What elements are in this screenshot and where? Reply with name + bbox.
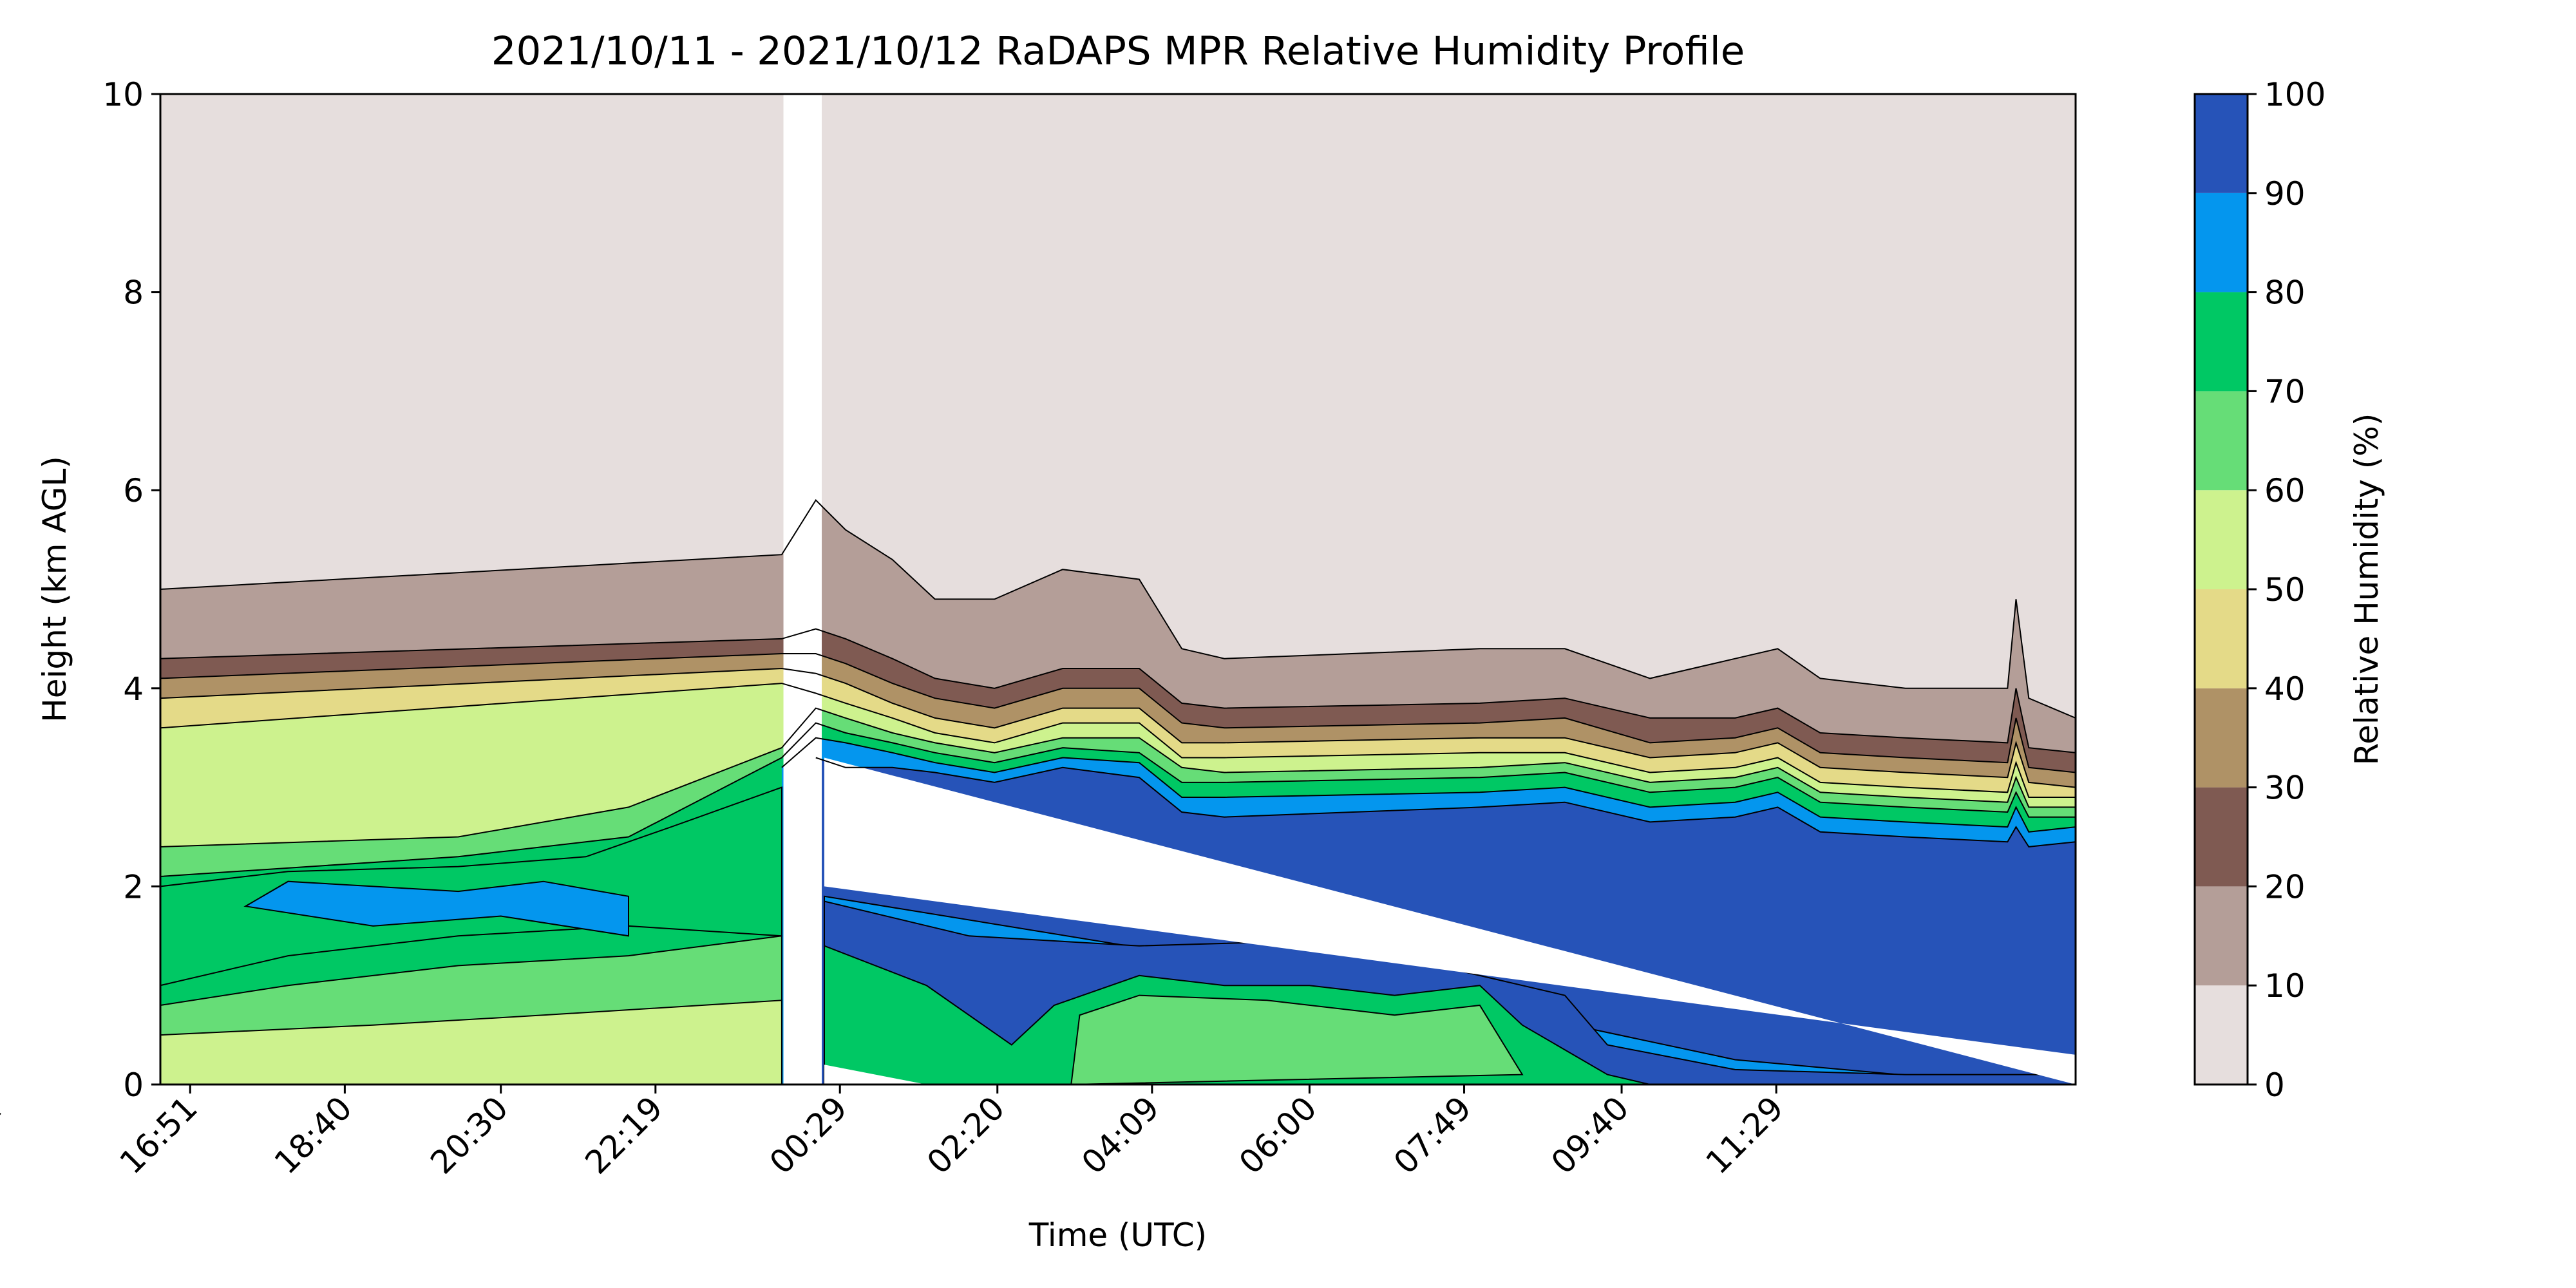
colorbar-swatch bbox=[2195, 886, 2248, 986]
x-tick-label: 09:40 bbox=[1544, 1089, 1636, 1181]
colorbar-swatch bbox=[2195, 787, 2248, 887]
x-tick-label: 20:30 bbox=[423, 1089, 515, 1181]
x-tick-label: 14:34 bbox=[0, 1089, 10, 1181]
x-tick-label: 22:19 bbox=[578, 1089, 670, 1181]
colorbar-swatch bbox=[2195, 490, 2248, 589]
plot-area bbox=[160, 94, 2076, 1084]
colorbar-tick-label: 90 bbox=[2264, 175, 2306, 213]
y-tick-label: 0 bbox=[123, 1066, 144, 1104]
plot-frame bbox=[159, 93, 2077, 1086]
colorbar-label: Relative Humidity (%) bbox=[2348, 413, 2385, 766]
contour-line bbox=[815, 757, 2076, 848]
x-tick-label: 11:29 bbox=[1699, 1089, 1791, 1181]
contour-line bbox=[160, 722, 2076, 877]
contour-line bbox=[160, 499, 2076, 719]
colorbar-tick-label: 30 bbox=[2264, 770, 2306, 807]
contour-line bbox=[160, 653, 2076, 773]
colorbar-swatch bbox=[2195, 292, 2248, 392]
contour-line bbox=[781, 737, 2076, 833]
colorbar-tick-label: 10 bbox=[2264, 967, 2306, 1005]
x-tick-label: 06:00 bbox=[1232, 1089, 1324, 1181]
x-tick-label: 07:49 bbox=[1387, 1089, 1479, 1181]
y-tick-label: 10 bbox=[102, 76, 144, 113]
low-level-layer bbox=[243, 880, 629, 937]
x-tick-label: 04:09 bbox=[1074, 1089, 1166, 1181]
low-level-layer bbox=[160, 999, 782, 1084]
low-level-layer bbox=[160, 786, 782, 987]
missing-data-wedge bbox=[824, 757, 2076, 1084]
colorbar-tick-label: 80 bbox=[2264, 274, 2306, 312]
y-tick-label: 2 bbox=[123, 868, 144, 905]
chart-title: 2021/10/11 - 2021/10/12 RaDAPS MPR Relat… bbox=[491, 28, 1745, 74]
x-tick-label: 02:20 bbox=[920, 1089, 1012, 1181]
colorbar-swatch bbox=[2195, 688, 2248, 788]
colorbar-swatch bbox=[2195, 193, 2248, 292]
colorbar-tick-label: 20 bbox=[2264, 868, 2306, 905]
low-level-layer bbox=[1070, 994, 1524, 1084]
colorbar-tick-label: 70 bbox=[2264, 373, 2306, 410]
colorbar-tick-label: 100 bbox=[2264, 76, 2325, 113]
colorbar-swatch bbox=[2195, 94, 2248, 193]
colorbar: 0 10 20 30 40 50 60 70 80 90 100 bbox=[2193, 76, 2325, 1104]
y-tick-label: 8 bbox=[123, 274, 144, 312]
y-tick-label: 4 bbox=[123, 670, 144, 708]
colorbar-swatch bbox=[2195, 985, 2248, 1084]
x-axis-label: Time (UTC) bbox=[1028, 1217, 1207, 1254]
missing-data-wedge bbox=[824, 1065, 927, 1084]
contour-line bbox=[160, 707, 2076, 848]
colorbar-tick-label: 40 bbox=[2264, 670, 2306, 708]
contour-line bbox=[160, 683, 2076, 798]
y-tick-label: 6 bbox=[123, 472, 144, 509]
colorbar-swatch bbox=[2195, 391, 2248, 491]
x-tick-label: 18:40 bbox=[267, 1089, 359, 1181]
x-axis: 16:51 18:40 20:30 22:19 00:29 02:20 04:09 06:00… bbox=[0, 1084, 1791, 1181]
y-axis-label: Height (km AGL) bbox=[36, 456, 73, 723]
x-tick-label: 00:29 bbox=[762, 1089, 855, 1181]
colorbar-swatch bbox=[2195, 589, 2248, 688]
y-axis: 0 2 4 6 8 10 bbox=[102, 76, 160, 1104]
colorbar-tick-label: 50 bbox=[2264, 571, 2306, 609]
colorbar-tick-label: 0 bbox=[2264, 1066, 2285, 1104]
contour-lines bbox=[160, 499, 2076, 877]
contour-line bbox=[160, 667, 2076, 788]
colorbar-tick-label: 60 bbox=[2264, 472, 2306, 509]
contour-line bbox=[160, 628, 2076, 753]
missing-data-gap bbox=[783, 94, 822, 1084]
